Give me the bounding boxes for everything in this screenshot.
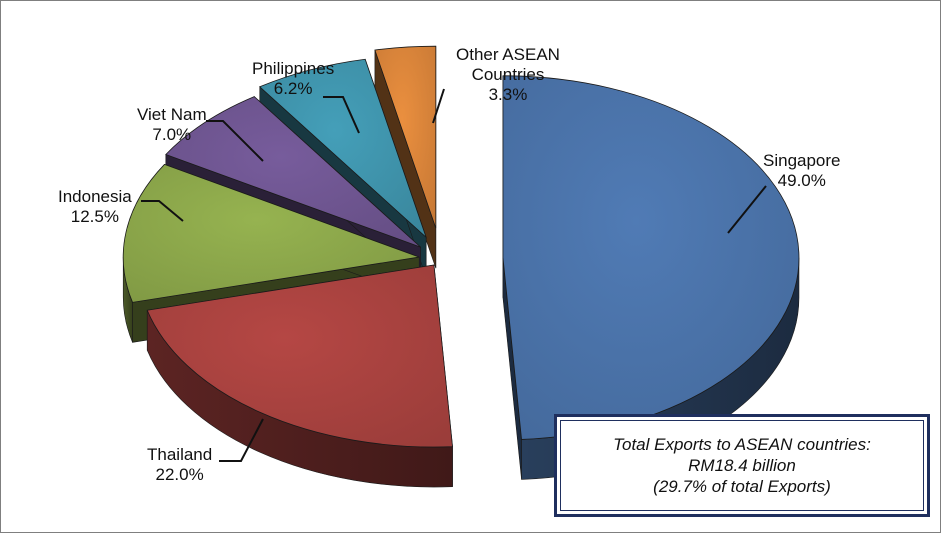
label-thailand-pct: 22.0%	[155, 465, 204, 484]
label-philippines-name: Philippines	[252, 59, 335, 78]
total-exports-note: Total Exports to ASEAN countries: RM18.4…	[554, 414, 930, 517]
leader-vietnam	[206, 120, 264, 162]
leader-thailand	[219, 418, 264, 462]
slice-philippines	[259, 58, 428, 239]
label-indonesia: Indonesia 12.5%	[58, 187, 132, 227]
leader-other	[432, 88, 445, 124]
slice-other	[374, 45, 437, 229]
note-line-3: (29.7% of total Exports)	[653, 477, 831, 496]
label-philippines-pct: 6.2%	[273, 79, 313, 98]
label-other-name-2: Countries	[471, 65, 545, 84]
label-vietnam-pct: 7.0%	[152, 125, 192, 144]
label-singapore: Singapore 49.0%	[763, 151, 841, 191]
label-singapore-pct: 49.0%	[777, 171, 826, 190]
label-thailand-name: Thailand	[147, 445, 213, 464]
slice-thailand	[146, 264, 453, 448]
label-singapore-name: Singapore	[763, 151, 841, 170]
label-indonesia-pct: 12.5%	[70, 207, 119, 226]
label-other-pct: 3.3%	[488, 85, 528, 104]
label-thailand: Thailand 22.0%	[147, 445, 212, 485]
note-line-2: RM18.4 billion	[688, 456, 796, 475]
note-line-1: Total Exports to ASEAN countries:	[613, 435, 871, 454]
note-inner-border	[560, 420, 924, 511]
label-other: Other ASEAN Countries 3.3%	[456, 45, 560, 105]
label-other-name-1: Other ASEAN	[456, 45, 560, 64]
label-vietnam: Viet Nam 7.0%	[137, 105, 207, 145]
label-philippines: Philippines 6.2%	[252, 59, 334, 99]
slice-vietnam	[165, 96, 421, 248]
leader-indonesia	[141, 200, 184, 222]
leader-philippines	[323, 96, 360, 134]
label-indonesia-name: Indonesia	[58, 187, 132, 206]
leader-singapore	[727, 185, 767, 234]
label-vietnam-name: Viet Nam	[137, 105, 207, 124]
slice-indonesia	[122, 163, 420, 303]
note-text: Total Exports to ASEAN countries: RM18.4…	[613, 434, 871, 497]
